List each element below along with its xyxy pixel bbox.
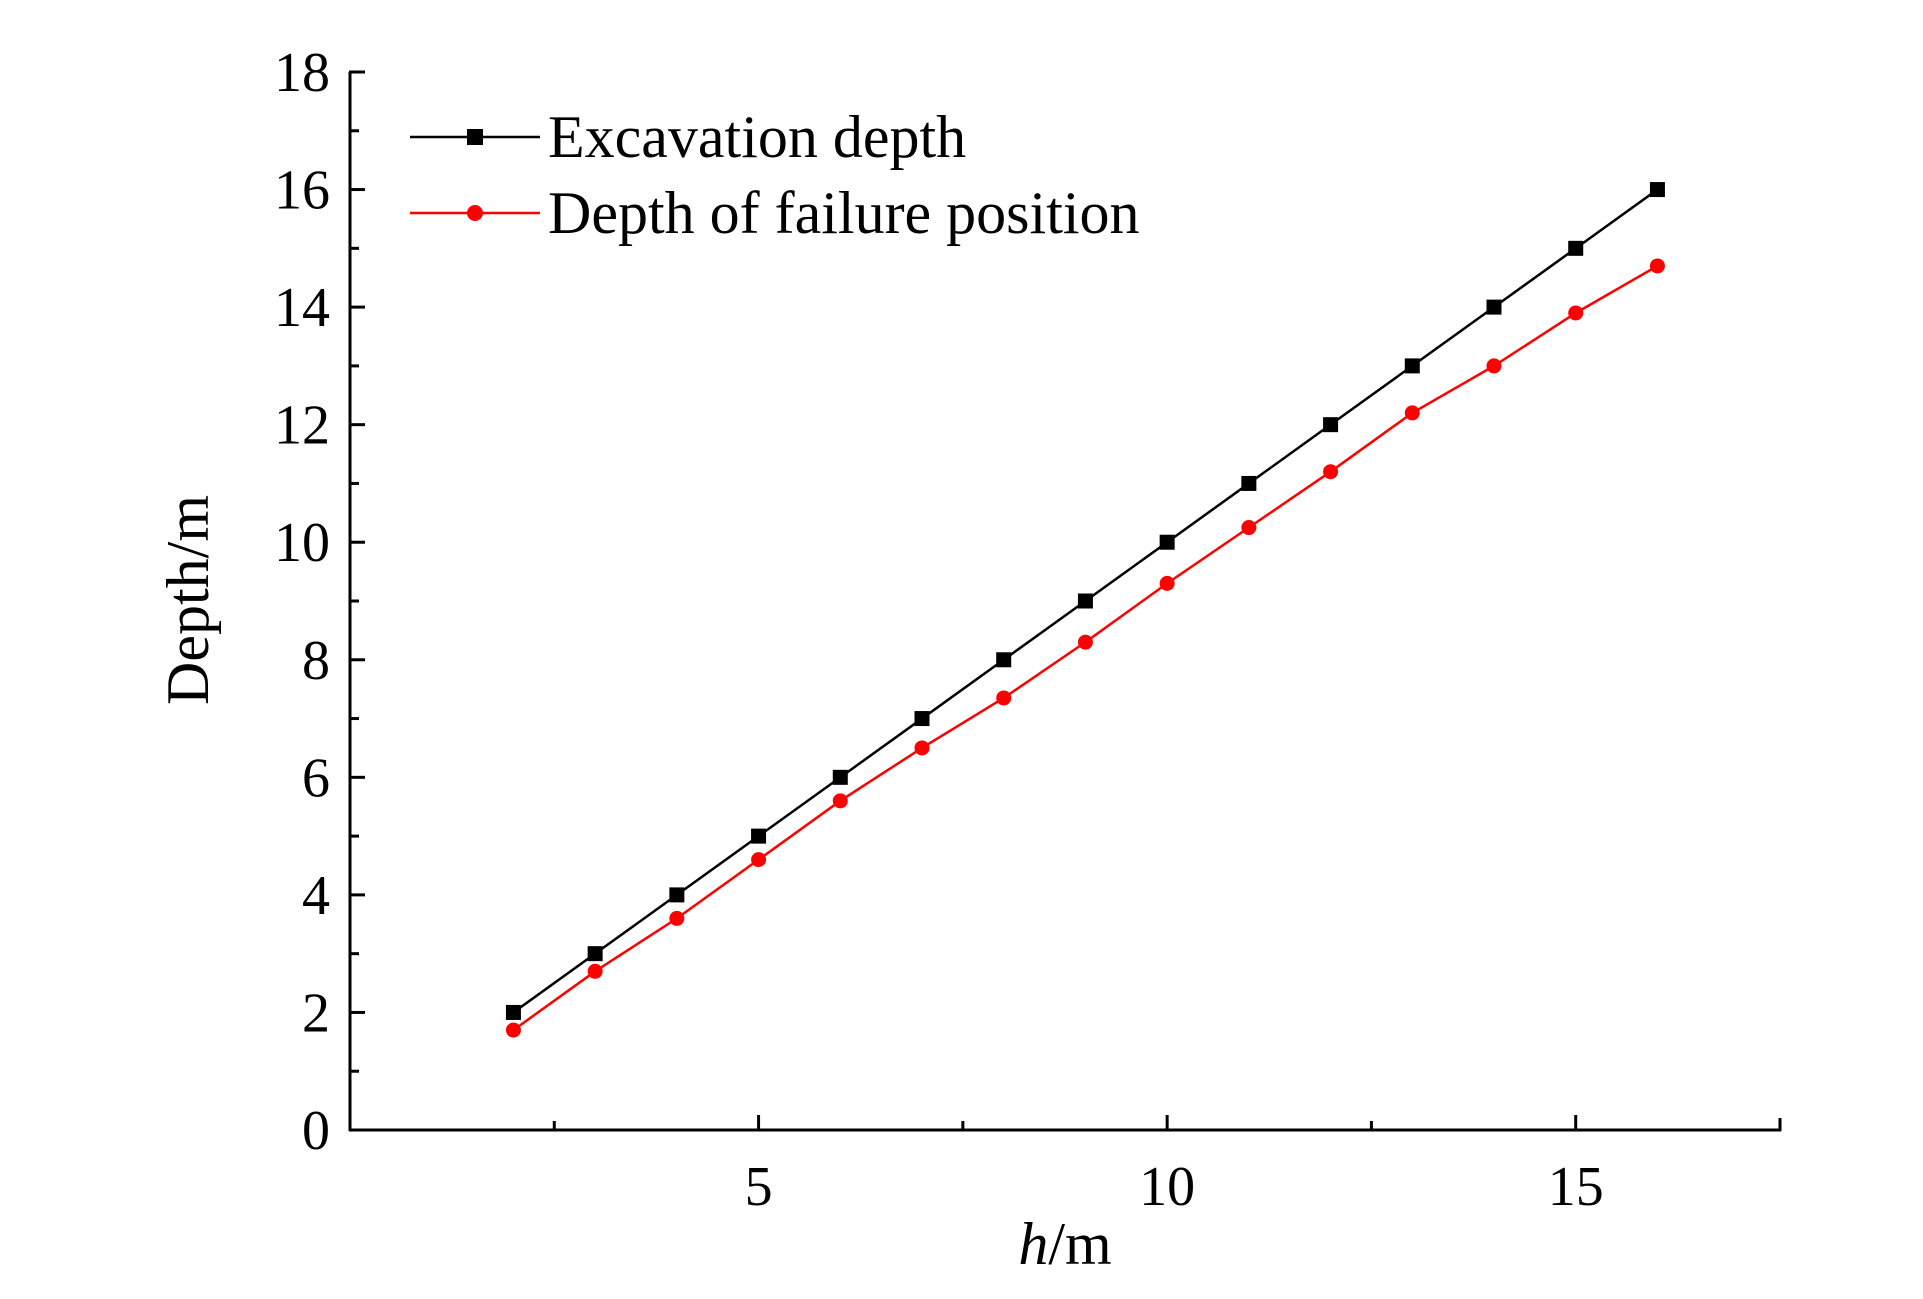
x-ticks: 5 10 15 (552, 1115, 1604, 1218)
x-axis-title-unit: /m (1048, 1211, 1111, 1277)
y-ticks: 0 2 4 6 8 10 12 14 16 18 (274, 42, 365, 1162)
data-point-circle (505, 1022, 521, 1038)
data-point-circle (587, 963, 603, 979)
data-point-square (914, 711, 930, 727)
x-tick-label: 15 (1548, 1156, 1604, 1218)
legend-item: Depth of failure position (410, 180, 1140, 246)
legend-label: Excavation depth (548, 104, 966, 170)
data-point-circle (1568, 305, 1584, 321)
y-tick-label: 16 (274, 160, 330, 222)
x-tick-label: 5 (745, 1156, 773, 1218)
data-point-circle (669, 910, 685, 926)
legend-marker-circle (467, 205, 483, 221)
y-tick-label: 2 (302, 982, 330, 1044)
data-point-circle (1486, 358, 1502, 374)
y-tick-label: 10 (274, 512, 330, 574)
data-point-square (505, 1004, 521, 1020)
y-tick-label: 12 (274, 395, 330, 457)
data-point-square (832, 769, 848, 785)
data-point-square (1486, 299, 1502, 315)
legend-item: Excavation depth (410, 104, 966, 170)
data-point-circle (1323, 464, 1339, 480)
data-point-square (669, 887, 685, 903)
data-point-circle (996, 690, 1012, 706)
y-tick-label: 0 (302, 1100, 330, 1162)
x-axis-title: h/m (1018, 1211, 1111, 1277)
data-point-square (1568, 240, 1584, 256)
y-axis-title: Depth/m (155, 495, 221, 705)
y-tick-label: 6 (302, 747, 330, 809)
data-point-square (587, 946, 603, 962)
data-point-circle (751, 852, 767, 868)
data-point-circle (1649, 258, 1665, 274)
data-point-circle (1077, 634, 1093, 650)
data-point-square (996, 652, 1012, 668)
y-tick-label: 14 (274, 277, 330, 339)
data-point-square (1241, 475, 1257, 491)
y-tick-label: 18 (274, 42, 330, 104)
data-point-square (1159, 534, 1175, 550)
data-point-square (1323, 417, 1339, 433)
data-point-circle (1241, 520, 1257, 536)
data-point-square (1077, 593, 1093, 609)
data-point-circle (914, 740, 930, 756)
series-layer (505, 182, 1665, 1038)
y-tick-label: 4 (302, 865, 330, 927)
series-failure-depth (505, 258, 1665, 1038)
data-point-square (751, 828, 767, 844)
data-point-square (1649, 182, 1665, 198)
legend-marker-square (467, 129, 483, 145)
x-axis-title-symbol: h (1018, 1211, 1048, 1277)
legend-label: Depth of failure position (548, 180, 1140, 246)
x-tick-label: 10 (1139, 1156, 1195, 1218)
data-point-circle (1404, 405, 1420, 421)
legend: Excavation depth Depth of failure positio… (410, 104, 1140, 246)
data-point-circle (832, 793, 848, 809)
data-point-circle (1159, 575, 1175, 591)
data-point-square (1404, 358, 1420, 374)
series-excavation-depth (505, 182, 1665, 1020)
y-tick-label: 8 (302, 630, 330, 692)
